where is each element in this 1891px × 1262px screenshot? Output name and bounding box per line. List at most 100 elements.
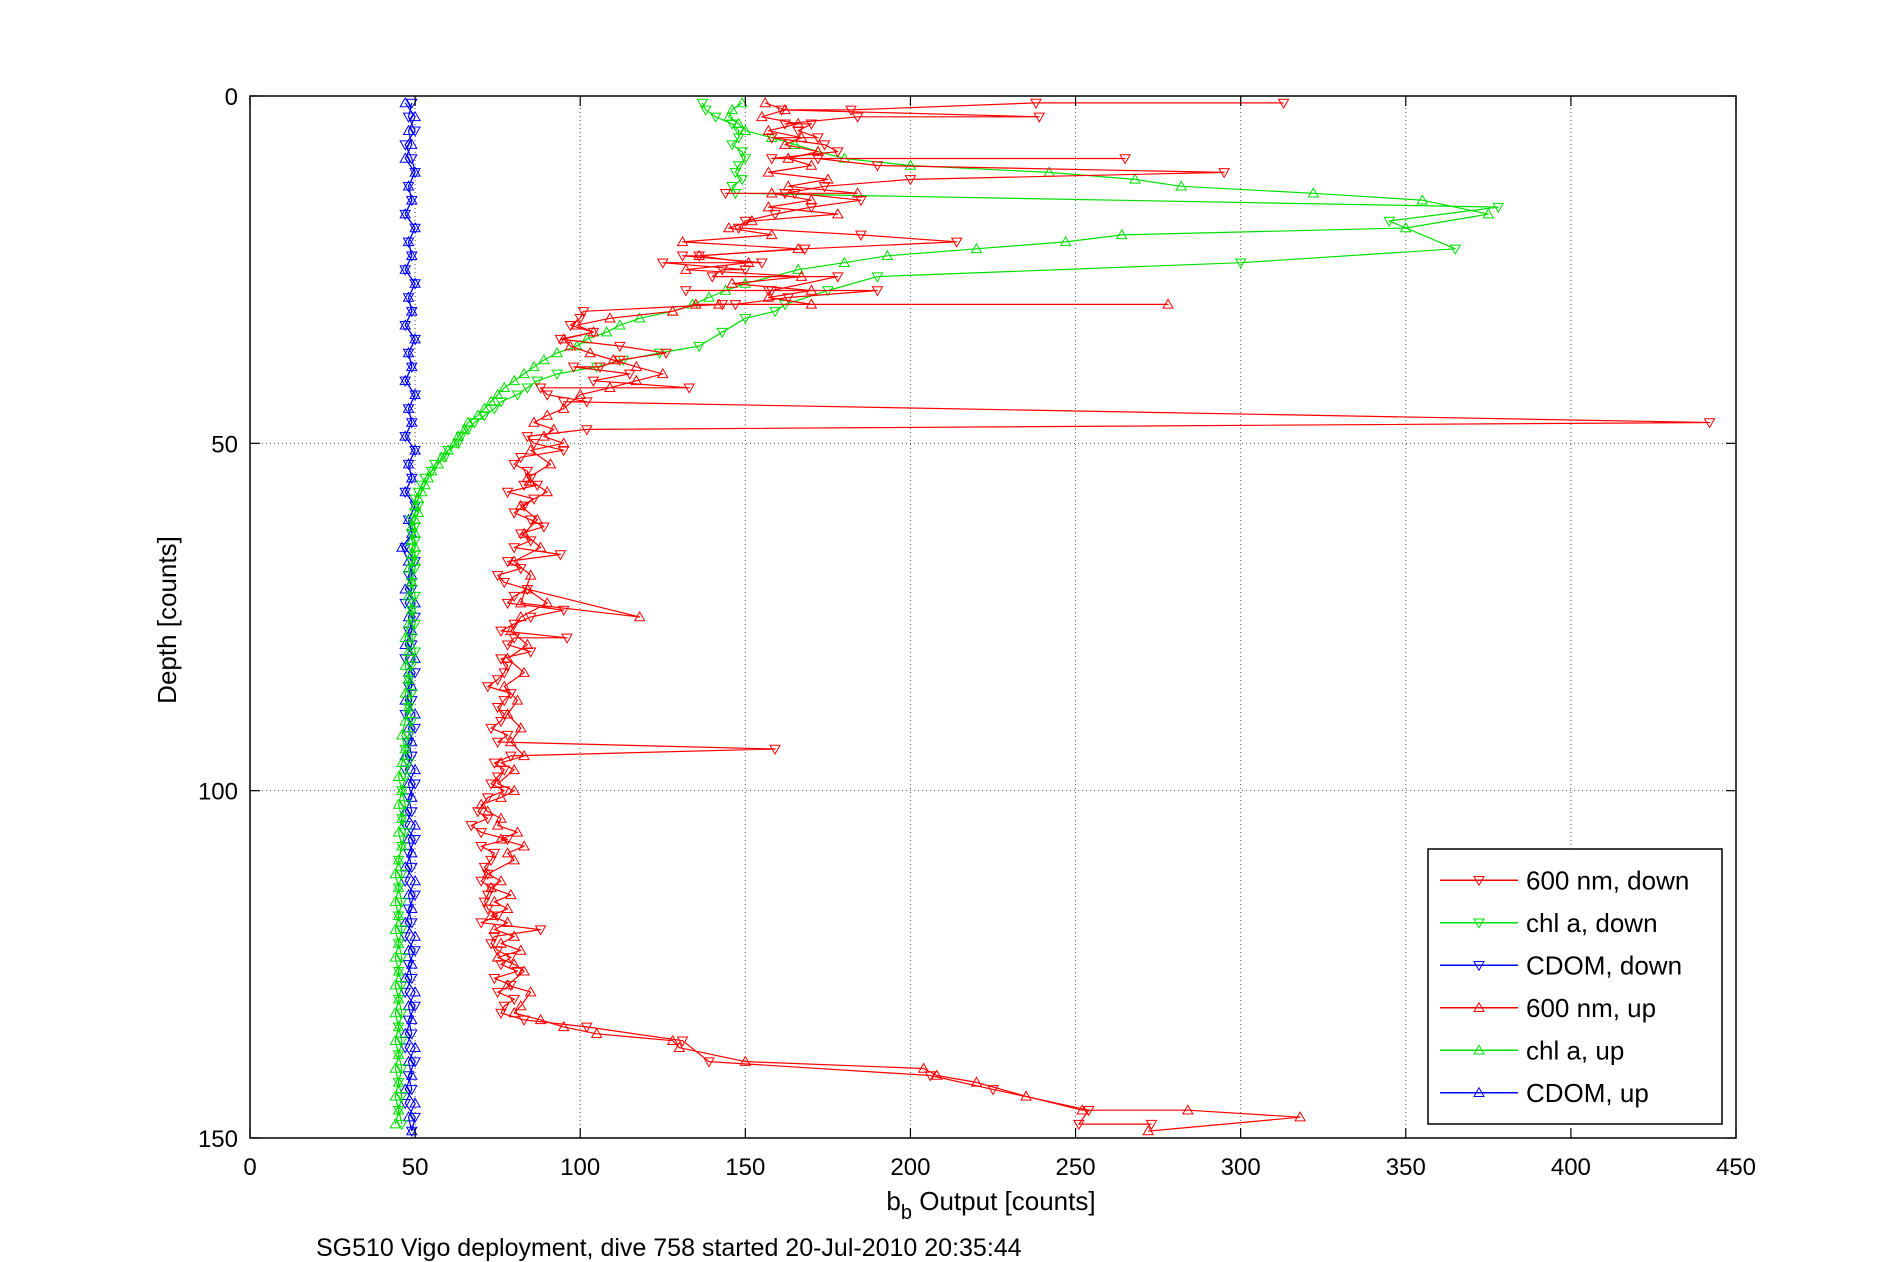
data-point xyxy=(488,758,501,769)
data-point xyxy=(409,221,421,233)
data-point xyxy=(392,1076,405,1087)
data-point xyxy=(402,293,415,304)
data-point xyxy=(392,1104,405,1115)
y-tick-label: 50 xyxy=(211,431,238,458)
data-point xyxy=(475,828,488,839)
data-point xyxy=(399,654,412,665)
data-point xyxy=(481,682,494,693)
data-point xyxy=(399,1043,412,1054)
data-point xyxy=(795,131,808,142)
data-point xyxy=(541,597,554,608)
data-point xyxy=(399,876,412,887)
legend-label: chl a, down xyxy=(1526,908,1658,938)
data-point xyxy=(475,918,488,929)
data-point xyxy=(488,932,501,943)
data-point xyxy=(736,175,748,186)
data-point xyxy=(425,465,438,476)
data-point xyxy=(501,640,514,651)
data-point xyxy=(613,355,626,366)
data-point xyxy=(551,347,563,358)
data-point xyxy=(805,284,818,295)
data-point xyxy=(789,138,801,149)
data-point xyxy=(409,946,421,957)
data-point xyxy=(531,480,544,492)
data-point xyxy=(392,1048,405,1059)
data-point xyxy=(471,409,484,420)
data-point xyxy=(1294,1111,1306,1122)
data-point xyxy=(402,944,415,955)
data-point xyxy=(471,807,484,818)
data-point xyxy=(818,140,831,151)
data-point xyxy=(485,855,497,867)
legend-label: CDOM, down xyxy=(1526,950,1682,980)
data-point xyxy=(409,668,421,679)
series-chl-a-up xyxy=(389,96,1495,1129)
data-point xyxy=(405,605,418,617)
data-point xyxy=(409,279,421,290)
data-point xyxy=(855,195,867,207)
data-point xyxy=(1175,180,1188,191)
data-point xyxy=(405,473,418,485)
data-point xyxy=(495,960,507,971)
data-point xyxy=(485,395,497,406)
data-point xyxy=(518,367,530,379)
data-point xyxy=(987,1085,999,1096)
data-point xyxy=(399,1099,412,1110)
data-point xyxy=(405,958,418,969)
data-point xyxy=(518,965,530,976)
data-point xyxy=(392,993,405,1004)
data-point xyxy=(514,529,527,540)
legend-box xyxy=(1427,848,1723,1125)
data-point xyxy=(399,694,412,705)
data-point xyxy=(399,376,412,387)
data-point xyxy=(405,624,418,636)
data-point xyxy=(396,980,408,992)
data-point xyxy=(399,598,412,610)
data-point xyxy=(396,840,408,851)
data-point xyxy=(574,314,587,325)
data-point xyxy=(518,527,530,538)
data-point xyxy=(402,404,415,415)
data-point xyxy=(405,902,418,914)
data-point xyxy=(405,576,418,587)
data-point xyxy=(508,930,521,941)
data-point xyxy=(696,98,709,109)
data-point xyxy=(498,765,511,776)
data-point xyxy=(528,360,540,372)
data-point xyxy=(402,666,415,677)
data-point xyxy=(485,939,497,950)
data-point xyxy=(412,492,425,504)
data-point xyxy=(402,617,415,629)
data-point xyxy=(1449,244,1462,255)
data-point xyxy=(488,895,501,907)
data-point xyxy=(755,110,768,122)
data-point xyxy=(392,1050,405,1061)
data-point xyxy=(409,1041,421,1052)
data-point xyxy=(604,312,616,323)
data-point xyxy=(498,696,511,707)
data-point xyxy=(399,638,412,650)
data-point xyxy=(524,569,537,580)
data-point xyxy=(402,673,415,684)
data-point xyxy=(501,979,514,990)
data-point xyxy=(392,1020,405,1032)
data-point xyxy=(726,119,738,130)
data-point xyxy=(402,348,415,360)
data-point xyxy=(779,119,791,130)
data-point xyxy=(491,819,504,830)
x-tick-label: 250 xyxy=(1056,1154,1096,1181)
data-point xyxy=(633,610,646,622)
data-point xyxy=(1383,216,1396,228)
data-point xyxy=(405,154,418,165)
series-cdom-up xyxy=(396,96,421,1136)
data-point xyxy=(396,1119,408,1131)
data-point xyxy=(531,376,544,387)
data-point xyxy=(518,666,530,677)
data-point xyxy=(818,182,831,193)
data-point xyxy=(402,777,415,788)
data-point xyxy=(402,675,415,686)
data-point xyxy=(409,619,421,630)
data-point xyxy=(508,374,521,386)
data-point xyxy=(409,527,421,538)
data-point xyxy=(1703,418,1716,429)
